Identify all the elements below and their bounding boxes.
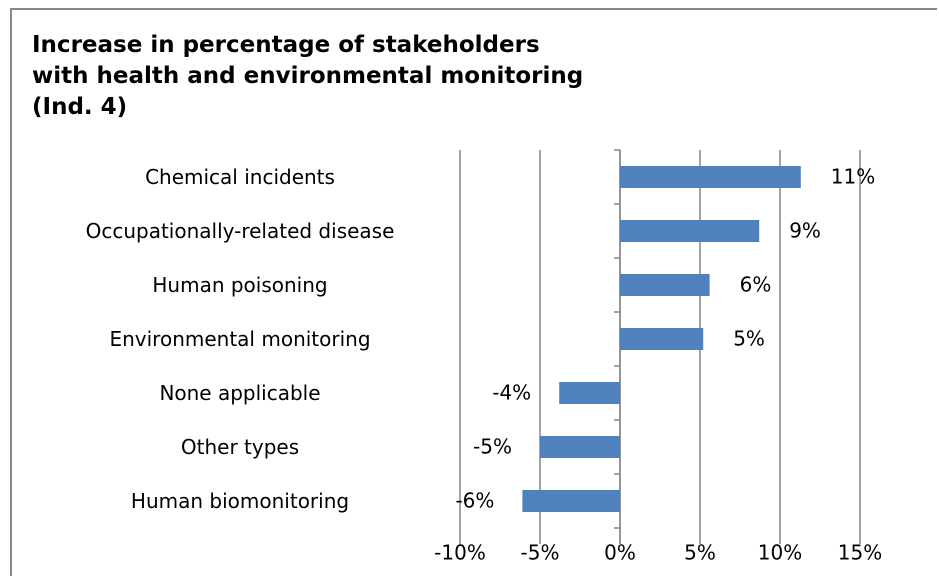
data-label: 5% [733,327,765,351]
x-tick-label: 5% [684,541,716,565]
bar [522,490,620,512]
data-label: -5% [473,435,512,459]
y-tick-label: Human poisoning [152,273,328,297]
bar [559,382,620,404]
data-label: -6% [455,489,494,513]
bar [540,436,620,458]
y-tick-label: Environmental monitoring [109,327,371,351]
x-tick-label: -10% [434,541,486,565]
data-label: 9% [789,219,821,243]
y-tick-label: Occupationally-related disease [85,219,395,243]
data-label: -4% [492,381,531,405]
chart-title: Increase in percentage of stakeholders w… [32,32,584,120]
y-tick-label: Chemical incidents [145,165,335,189]
data-label: 6% [740,273,772,297]
bar [620,220,760,242]
x-tick-label: -5% [521,541,560,565]
x-tick-label: 15% [838,541,882,565]
y-tick-label: Other types [180,435,300,459]
x-tick-label: 0% [604,541,636,565]
bar [620,166,801,188]
bar [620,274,710,296]
data-label: 11% [831,165,875,189]
y-tick-label: Human biomonitoring [130,489,350,513]
x-tick-label: 10% [758,541,802,565]
y-tick-label: None applicable [159,381,321,405]
chart-frame [10,8,937,576]
bar [620,328,704,350]
